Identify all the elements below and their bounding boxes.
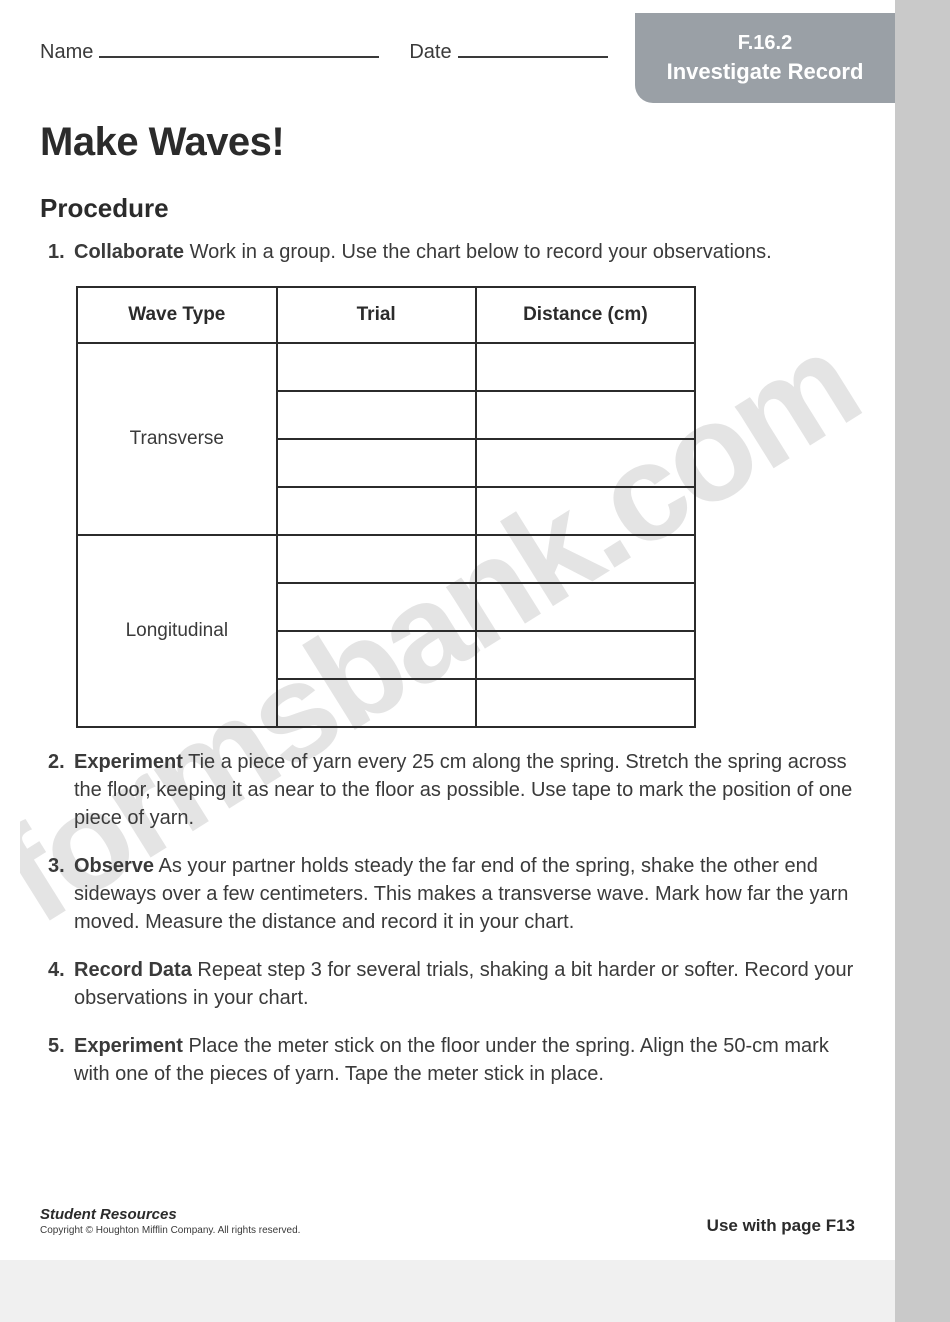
- copyright-text: Copyright © Houghton Mifflin Company. Al…: [40, 1225, 300, 1236]
- procedure-step-1: 1. Collaborate Work in a group. Use the …: [48, 238, 855, 266]
- step-keyword: Collaborate: [74, 241, 184, 263]
- trial-cell[interactable]: [277, 343, 476, 391]
- header-tab: F.16.2 Investigate Record: [635, 13, 895, 103]
- distance-cell[interactable]: [476, 439, 695, 487]
- student-resources-label: Student Resources: [40, 1206, 300, 1223]
- step-number: 3.: [48, 852, 74, 936]
- date-label: Date: [409, 41, 451, 64]
- name-input-line[interactable]: [99, 40, 379, 58]
- trial-cell[interactable]: [277, 631, 476, 679]
- distance-cell[interactable]: [476, 391, 695, 439]
- table-row: Longitudinal: [77, 535, 695, 583]
- col-distance: Distance (cm): [476, 287, 695, 343]
- distance-cell[interactable]: [476, 343, 695, 391]
- distance-cell[interactable]: [476, 679, 695, 727]
- step-keyword: Experiment: [74, 751, 183, 773]
- wavetype-longitudinal: Longitudinal: [77, 535, 277, 727]
- table-row: Transverse: [77, 343, 695, 391]
- trial-cell[interactable]: [277, 439, 476, 487]
- distance-cell[interactable]: [476, 631, 695, 679]
- procedure-step-4: 4. Record Data Repeat step 3 for several…: [48, 956, 855, 1012]
- step-keyword: Experiment: [74, 1035, 183, 1057]
- step-number: 1.: [48, 238, 74, 266]
- page-title: Make Waves!: [40, 120, 855, 165]
- tab-code: F.16.2: [738, 32, 792, 55]
- trial-cell[interactable]: [277, 391, 476, 439]
- step-number: 2.: [48, 748, 74, 832]
- step-text: Work in a group. Use the chart below to …: [190, 241, 772, 263]
- step-number: 4.: [48, 956, 74, 1012]
- step-text: As your partner holds steady the far end…: [74, 855, 848, 933]
- distance-cell[interactable]: [476, 583, 695, 631]
- use-with-page: Use with page F13: [707, 1216, 855, 1236]
- distance-cell[interactable]: [476, 535, 695, 583]
- date-field-block: Date: [409, 40, 607, 64]
- table-header-row: Wave Type Trial Distance (cm): [77, 287, 695, 343]
- step-keyword: Record Data: [74, 959, 192, 981]
- page-right-margin: [895, 0, 950, 1322]
- procedure-list: 1. Collaborate Work in a group. Use the …: [40, 238, 855, 1088]
- name-label: Name: [40, 41, 93, 64]
- col-wave-type: Wave Type: [77, 287, 277, 343]
- step-number: 5.: [48, 1032, 74, 1088]
- procedure-step-2: 2. Experiment Tie a piece of yarn every …: [48, 748, 855, 832]
- wavetype-transverse: Transverse: [77, 343, 277, 535]
- tab-title: Investigate Record: [667, 59, 864, 85]
- step-keyword: Observe: [74, 855, 154, 877]
- procedure-step-3: 3. Observe As your partner holds steady …: [48, 852, 855, 936]
- observation-table: Wave Type Trial Distance (cm) Transverse: [76, 286, 696, 728]
- procedure-step-5: 5. Experiment Place the meter stick on t…: [48, 1032, 855, 1088]
- trial-cell[interactable]: [277, 535, 476, 583]
- step-text: Place the meter stick on the floor under…: [74, 1035, 829, 1085]
- distance-cell[interactable]: [476, 487, 695, 535]
- trial-cell[interactable]: [277, 679, 476, 727]
- step-text: Tie a piece of yarn every 25 cm along th…: [74, 751, 852, 829]
- section-heading: Procedure: [40, 193, 855, 224]
- footer: Student Resources Copyright © Houghton M…: [40, 1206, 855, 1236]
- col-trial: Trial: [277, 287, 476, 343]
- date-input-line[interactable]: [458, 40, 608, 58]
- trial-cell[interactable]: [277, 583, 476, 631]
- header-row: Name Date F.16.2 Investigate Record: [40, 40, 855, 100]
- name-field-block: Name: [40, 40, 379, 64]
- trial-cell[interactable]: [277, 487, 476, 535]
